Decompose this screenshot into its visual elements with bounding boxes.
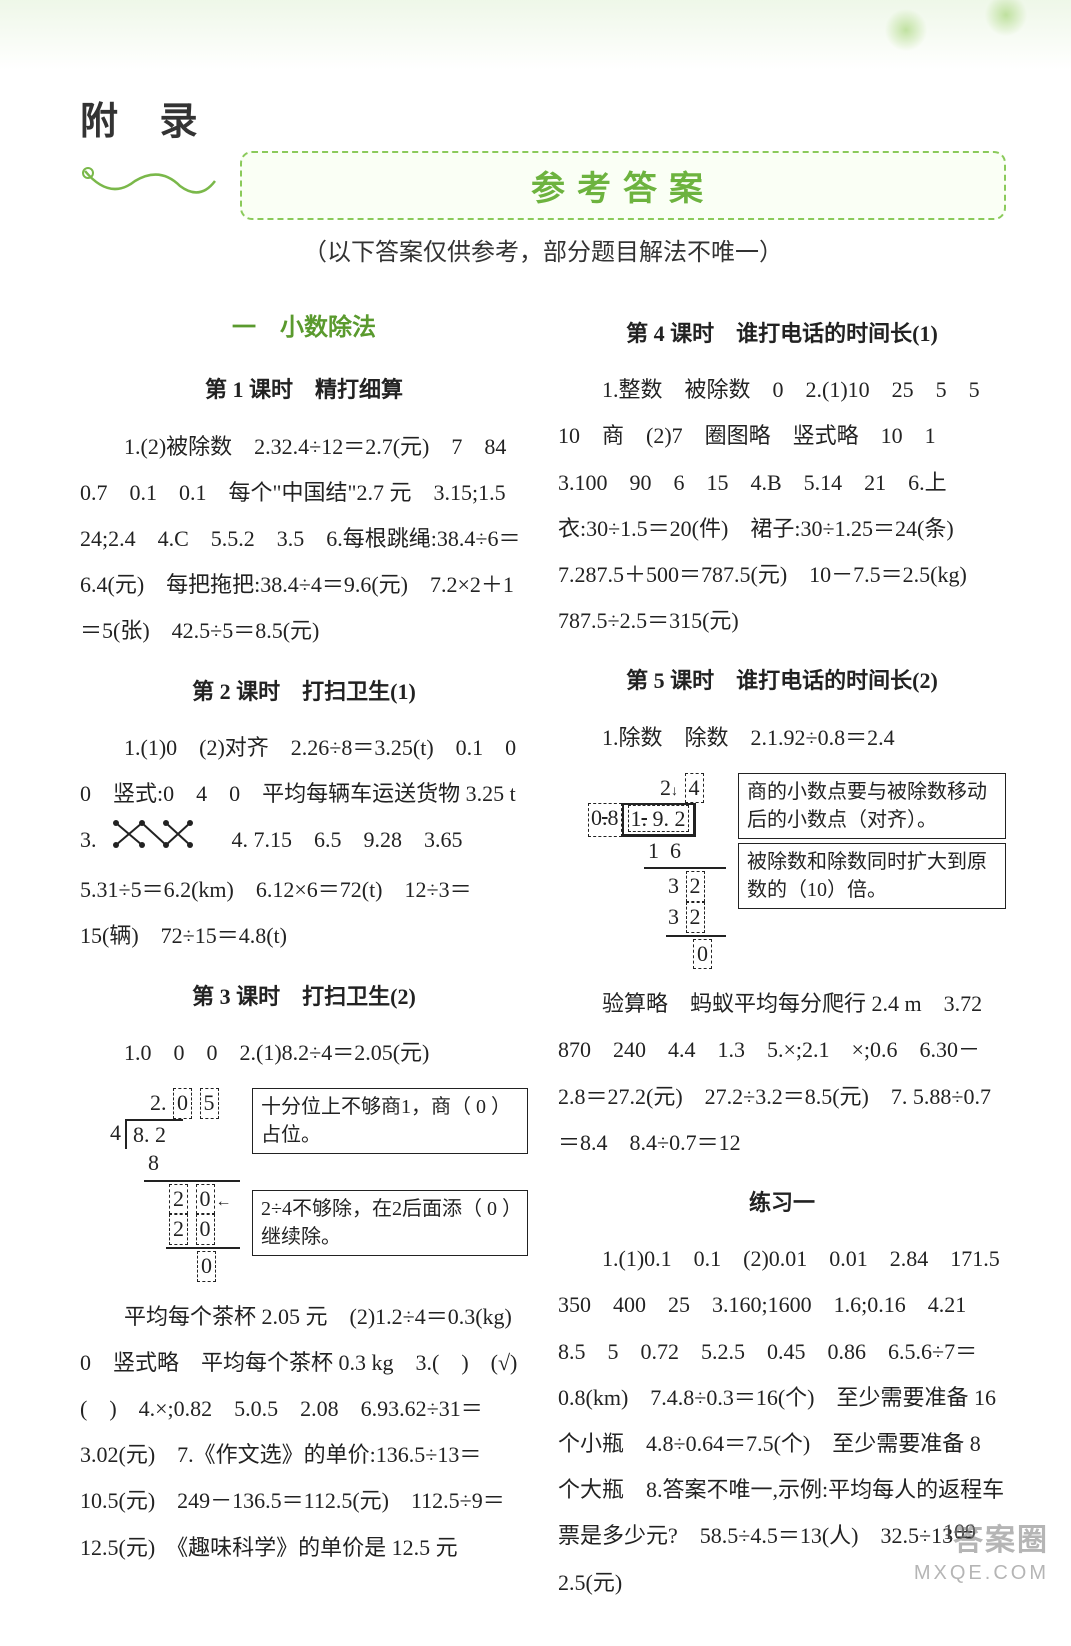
- lesson-2-title: 第 2 课时 打扫卫生(1): [80, 669, 528, 715]
- answer-title-box: 参考答案: [240, 151, 1006, 220]
- two-column-layout: 一 小数除法 第 1 课时 精打细算 1.(2)被除数 2.32.4÷12＝2.…: [80, 297, 1006, 1606]
- watermark-line-2: MXQE.COM: [914, 1560, 1049, 1586]
- lesson-3-division-figure: 2. 0 5 4 8. 2 8 2 0← 2 0 0 十分位上不够商1，: [110, 1088, 528, 1282]
- division-callout-1: 十分位上不够商1，商（ 0 ）占位。: [252, 1088, 528, 1154]
- division-work-right: 2↓ 4 0.8 1. 9. 2 1 6 3 2 3 2 0: [588, 773, 726, 970]
- title-row: 参考答案: [80, 151, 1006, 220]
- left-column: 一 小数除法 第 1 课时 精打细算 1.(2)被除数 2.32.4÷12＝2.…: [80, 297, 528, 1606]
- cross-match-icon: [108, 817, 198, 867]
- lesson-5-title: 第 5 课时 谁打电话的时间长(2): [558, 658, 1006, 704]
- lesson-1-title: 第 1 课时 精打细算: [80, 367, 528, 413]
- lesson-5-body-a: 1.除数 除数 2.1.92÷0.8＝2.4: [558, 715, 1006, 761]
- lesson-3-body-a: 1.0 0 0 2.(1)8.2÷4＝2.05(元): [80, 1030, 528, 1076]
- watermark-line-1: 答案圈: [914, 1521, 1049, 1560]
- lesson-4-body: 1.整数 被除数 0 2.(1)10 25 5 5 10 商 (2)7 圈图略 …: [558, 367, 1006, 644]
- lesson-4-title: 第 4 课时 谁打电话的时间长(1): [558, 311, 1006, 357]
- dot-decoration: [320, 20, 520, 60]
- lesson-3-title: 第 3 课时 打扫卫生(2): [80, 974, 528, 1020]
- division-callout-4: 被除数和除数同时扩大到原数的（10）倍。: [738, 843, 1006, 909]
- lesson-3-body-b: 平均每个茶杯 2.05 元 (2)1.2÷4＝0.3(kg) 0 竖式略 平均每…: [80, 1294, 528, 1571]
- squiggle-decoration: [80, 161, 220, 211]
- watermark: 答案圈 MXQE.COM: [914, 1521, 1049, 1586]
- practice-1-title: 练习一: [558, 1180, 1006, 1226]
- lesson-1-body: 1.(2)被除数 2.32.4÷12＝2.7(元) 7 84 0.7 0.1 0…: [80, 424, 528, 655]
- page-content: 附 录 参考答案 （以下答案仅供参考，部分题目解法不唯一） 一 小数除法 第 1…: [0, 0, 1071, 1646]
- appendix-heading: 附 录: [80, 90, 1006, 145]
- division-callout-2: 2÷4不够除，在2后面添（ 0 ）继续除。: [252, 1190, 528, 1256]
- right-column: 第 4 课时 谁打电话的时间长(1) 1.整数 被除数 0 2.(1)10 25…: [558, 297, 1006, 1606]
- top-decoration: [0, 0, 1071, 70]
- division-work-left: 2. 0 5 4 8. 2 8 2 0← 2 0 0: [110, 1088, 240, 1282]
- disclaimer-note: （以下答案仅供参考，部分题目解法不唯一）: [80, 232, 1006, 267]
- division-callout-3: 商的小数点要与被除数移动后的小数点（对齐）。: [738, 773, 1006, 839]
- lesson-5-body-b: 验算略 蚂蚁平均每分爬行 2.4 m 3.72 870 240 4.4 1.3 …: [558, 981, 1006, 1166]
- unit-1-title: 一 小数除法: [80, 303, 528, 353]
- lesson-5-division-figure: 2↓ 4 0.8 1. 9. 2 1 6 3 2 3 2 0 商的小数点要: [588, 773, 1006, 970]
- lesson-2-body: 1.(1)0 (2)对齐 2.26÷8＝3.25(t) 0.1 0 0 竖式:0…: [80, 725, 528, 960]
